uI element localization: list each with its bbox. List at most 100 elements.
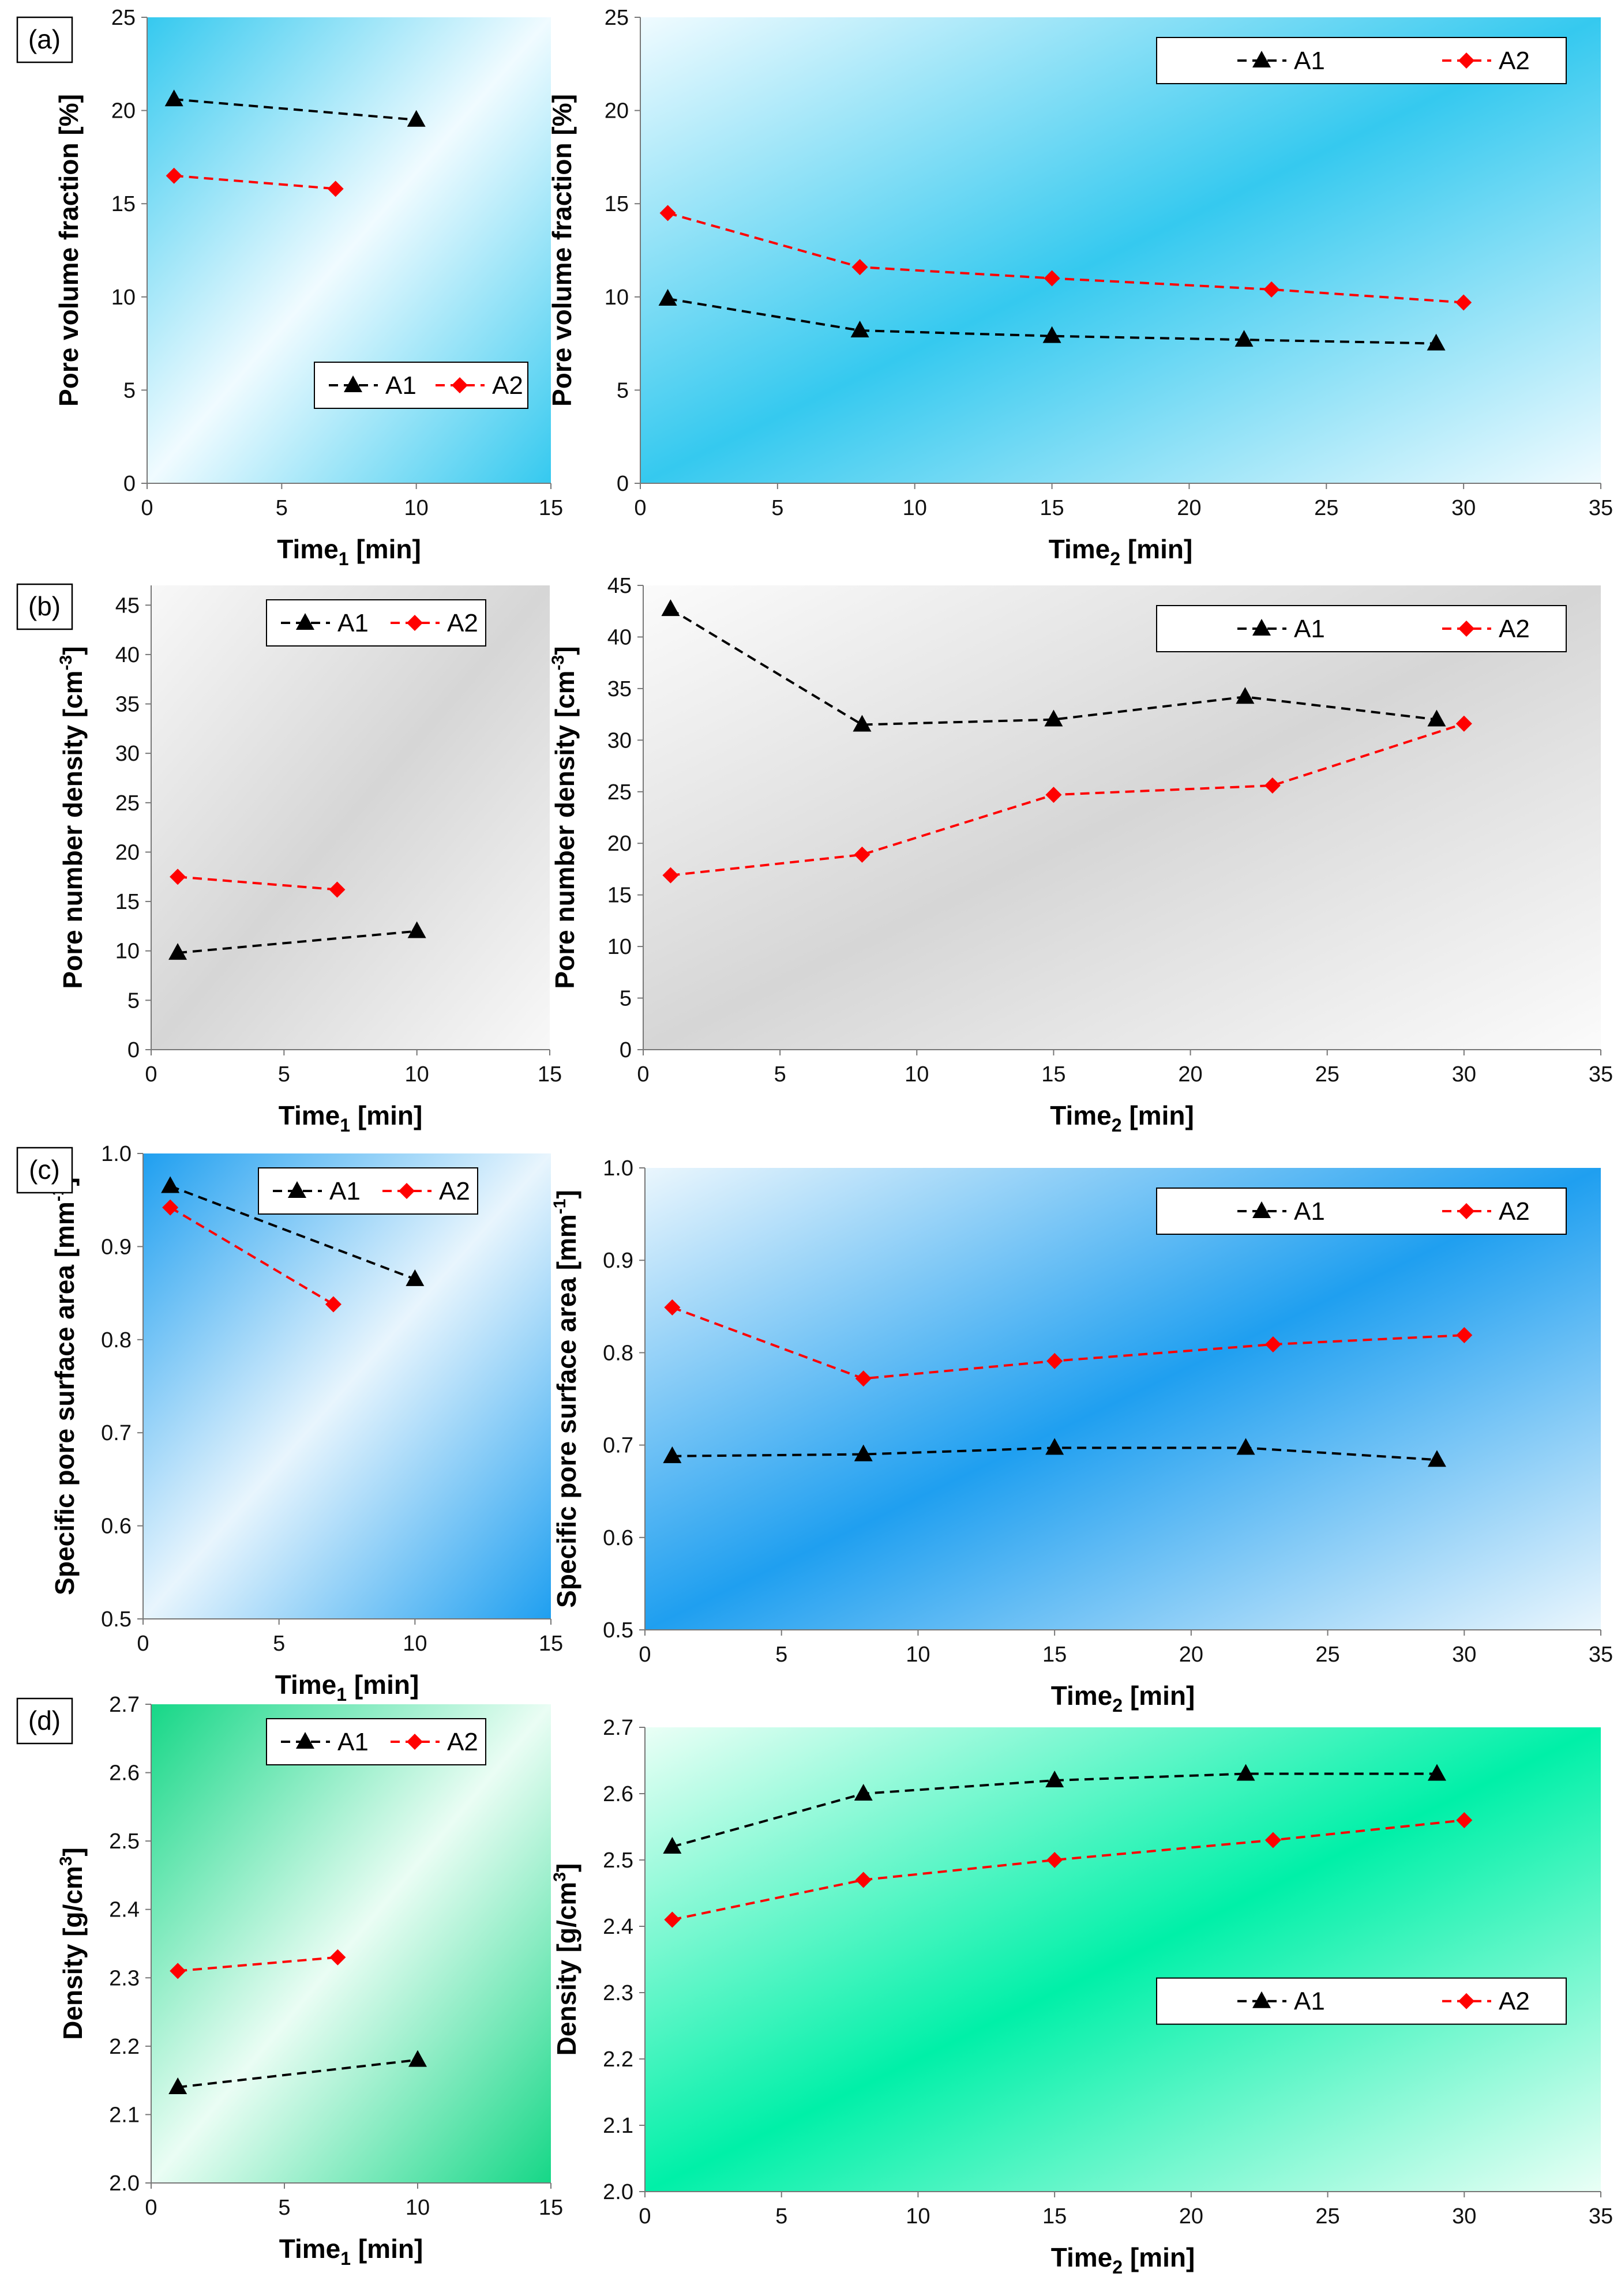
x-tick-label: 5 (775, 2204, 787, 2229)
y-tick-label: 0.6 (603, 1526, 633, 1550)
y-tick-label: 2.4 (603, 1915, 633, 1939)
plot-area (147, 17, 551, 483)
series-a1 (168, 921, 426, 960)
data-point-a2 (659, 205, 676, 221)
data-point-a1 (1236, 1438, 1255, 1455)
y-tick-label: 2.0 (109, 2171, 140, 2196)
x-axis-label: Time1 [min] (275, 1670, 419, 1705)
panel-label: (b) (28, 591, 61, 621)
panel-label-box (16, 1697, 73, 1745)
data-point-a1 (661, 599, 680, 617)
y-tick-label: 30 (607, 728, 632, 753)
series-line-a2 (177, 875, 337, 891)
legend-marker (344, 375, 362, 392)
x-tick-label: 35 (1589, 2204, 1613, 2229)
legend: A1 A2 (1156, 37, 1567, 84)
data-point-a2 (662, 867, 679, 884)
legend: A1 A2 (314, 362, 528, 409)
series-a1 (658, 289, 1446, 351)
data-point-a2 (851, 259, 868, 276)
x-tick-label: 10 (403, 1632, 427, 1656)
y-axis-label: Pore volume fraction [%] (54, 94, 84, 407)
x-tick-label: 0 (637, 1062, 649, 1087)
x-tick-label: 25 (1315, 2204, 1339, 2229)
x-axis-label: Time2 [min] (1049, 534, 1193, 569)
series-a1 (663, 1438, 1446, 1467)
y-tick-label: 2.0 (603, 2180, 633, 2204)
x-tick-label: 30 (1452, 1643, 1476, 1667)
y-tick-label: 0.7 (101, 1421, 132, 1445)
legend: A1 A2 (258, 1167, 478, 1215)
x-tick-label: 0 (145, 2196, 157, 2220)
x-tick-label: 0 (639, 2204, 651, 2229)
y-tick-label: 0 (127, 1038, 140, 1062)
y-tick-label: 15 (111, 192, 136, 216)
y-axis-label: Density [g/cm3] (57, 1847, 88, 2040)
data-point-a1 (663, 1837, 682, 1854)
data-point-a2 (1046, 1352, 1063, 1369)
legend-box (266, 1718, 486, 1765)
y-tick-label: 30 (115, 742, 140, 766)
data-point-a1 (854, 1784, 873, 1801)
legend-marker (1458, 1203, 1474, 1219)
chart-b-right: 0 5 10 15 20 25 30 35 0 5 10 15 20 25 30 35 40 45 Time2 [m… (549, 574, 1613, 1136)
legend-marker (407, 615, 423, 631)
panel-label: (a) (28, 24, 61, 54)
y-tick-label: 5 (127, 989, 140, 1013)
x-tick-label: 5 (774, 1062, 786, 1087)
x-tick-label: 15 (1040, 496, 1064, 520)
data-point-a2 (1046, 1852, 1063, 1868)
legend-marker (452, 377, 468, 393)
data-point-a2 (1264, 777, 1281, 794)
x-tick-label: 15 (539, 2196, 563, 2220)
x-tick-label: 15 (538, 1062, 562, 1087)
x-tick-label: 0 (634, 496, 646, 520)
y-tick-label: 2.4 (109, 1898, 140, 1922)
legend-entry: A1 (1294, 1987, 1325, 2016)
y-tick-label: 20 (605, 99, 629, 123)
data-point-a1 (1045, 1438, 1064, 1455)
series-line-a2 (178, 1956, 338, 1972)
panel-label-box (16, 1147, 73, 1194)
data-point-a1 (1234, 330, 1254, 347)
chart-c-left: 0 5 10 15 0.5 0.6 0.7 0.8 0.9 1.0 Time1 [min] Speci… (16, 1142, 563, 1705)
series-line-a1 (170, 1185, 416, 1280)
x-tick-label: 25 (1314, 496, 1338, 520)
y-tick-label: 20 (115, 840, 140, 865)
series-a2 (170, 869, 346, 898)
y-tick-label: 15 (115, 890, 140, 914)
series-a1 (164, 89, 426, 127)
series-a2 (664, 1812, 1473, 1928)
data-point-a2 (325, 1296, 342, 1313)
series-a2 (662, 715, 1472, 884)
chart-a-left: 0 5 10 15 0 5 10 15 20 25 Time1 [min] Pore volume f… (16, 6, 563, 569)
x-tick-label: 10 (404, 496, 429, 520)
legend-marker (296, 613, 314, 630)
series-a1 (663, 1764, 1446, 1854)
y-tick-label: 2.3 (603, 1981, 633, 2005)
y-tick-label: 1.0 (101, 1142, 132, 1166)
x-tick-label: 30 (1451, 496, 1476, 520)
panel-label-box (16, 16, 73, 63)
data-point-a1 (407, 110, 426, 127)
x-tick-label: 0 (141, 496, 153, 520)
y-axis-label: Pore volume fraction [%] (547, 94, 577, 407)
x-tick-label: 15 (1041, 1062, 1065, 1087)
data-point-a2 (329, 1949, 346, 1966)
x-tick-label: 5 (775, 1643, 787, 1667)
y-tick-label: 10 (115, 940, 140, 964)
data-point-a2 (162, 1199, 179, 1216)
x-tick-label: 0 (145, 1062, 157, 1087)
x-tick-label: 30 (1452, 1062, 1476, 1087)
y-axis-label: Pore number density [cm-3] (57, 646, 88, 989)
x-tick-label: 5 (278, 2196, 290, 2220)
panel-label: (d) (28, 1705, 61, 1735)
series-a1 (168, 2050, 427, 2094)
legend-box (1156, 37, 1567, 84)
series-line-a2 (170, 1206, 334, 1306)
data-point-a2 (855, 1370, 872, 1387)
y-tick-label: 15 (605, 192, 629, 216)
legend-entry: A1 (337, 609, 369, 637)
legend-entry: A2 (1499, 1987, 1530, 2016)
legend-entry: A1 (1294, 1197, 1325, 1226)
